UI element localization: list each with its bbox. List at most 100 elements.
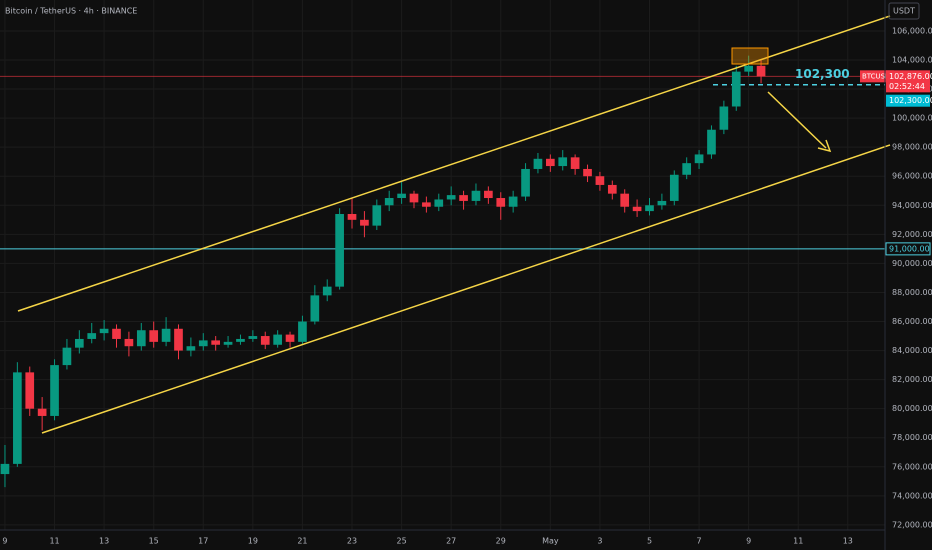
y-tick-label: 76,000.00 xyxy=(892,462,932,471)
x-tick-label: May xyxy=(542,537,559,546)
x-tick-label: 7 xyxy=(697,537,702,546)
currency: USDT xyxy=(893,7,915,16)
candle-body xyxy=(13,372,22,464)
candle-body xyxy=(570,157,580,169)
candle-body xyxy=(87,333,97,339)
arrow-head xyxy=(817,139,832,153)
target-tag xyxy=(886,94,930,107)
candle-body xyxy=(298,321,307,342)
candle-body xyxy=(360,219,369,226)
x-tick-label: 11 xyxy=(49,537,59,546)
x-tick-label: 25 xyxy=(397,537,407,546)
target-label: 102,300 xyxy=(795,67,850,81)
channel-upper xyxy=(17,15,891,312)
y-tick-label: 80,000.00 xyxy=(892,404,932,413)
candle-body xyxy=(50,365,59,416)
target-tag-label: 102,300.00 xyxy=(889,96,932,105)
y-tick-label: 92,000.00 xyxy=(892,230,932,239)
candle-body xyxy=(37,408,47,416)
candle-body xyxy=(583,168,592,177)
candle-body xyxy=(545,158,555,167)
candle-body xyxy=(322,286,332,296)
candle-body xyxy=(756,65,766,77)
y-tick-label: 98,000.00 xyxy=(892,143,932,152)
x-tick-label: 13 xyxy=(99,537,109,546)
candle-body xyxy=(409,193,419,203)
candle-body xyxy=(186,346,196,351)
resistance-box xyxy=(731,47,769,65)
candle-body xyxy=(694,154,704,164)
candle-body xyxy=(273,334,282,345)
candle-body xyxy=(607,184,617,194)
y-tick-label: 84,000.00 xyxy=(892,346,932,355)
candle-body xyxy=(645,205,654,212)
candle-body xyxy=(285,334,295,342)
candle-body xyxy=(136,330,146,347)
y-tick-label: 96,000.00 xyxy=(892,172,932,181)
candle-body xyxy=(211,340,221,345)
price-tag xyxy=(886,70,930,93)
candle-body xyxy=(719,106,729,130)
candle-body xyxy=(657,200,667,206)
x-tick-label: 29 xyxy=(496,537,506,546)
x-tick-label: 21 xyxy=(297,537,307,546)
y-tick-label: 106,000.00 xyxy=(892,26,932,35)
candle-body xyxy=(521,168,530,197)
price-tag-label: 102,876.00 xyxy=(889,72,932,81)
candle-body xyxy=(99,328,109,334)
candle-body xyxy=(446,195,456,200)
candle-body xyxy=(260,336,270,345)
candle-body xyxy=(372,205,382,226)
candle-body xyxy=(25,372,35,409)
candle-body xyxy=(707,129,716,155)
x-tick-label: 19 xyxy=(248,537,258,546)
y-tick-label: 94,000.00 xyxy=(892,201,932,210)
candle-body xyxy=(471,190,481,201)
y-tick-label: 74,000.00 xyxy=(892,491,932,500)
candle-body xyxy=(174,328,183,351)
x-tick-label: 15 xyxy=(149,537,159,546)
candle-body xyxy=(533,158,543,169)
support-tag xyxy=(885,242,931,256)
x-tick-label: 9 xyxy=(2,537,7,546)
candle-body xyxy=(74,338,84,348)
y-tick-label: 86,000.00 xyxy=(892,317,932,326)
y-tick-label: 88,000.00 xyxy=(892,288,932,297)
candle-body xyxy=(223,341,233,345)
candle-body xyxy=(682,163,692,175)
candle-body xyxy=(632,206,642,212)
x-tick-label: 9 xyxy=(746,537,751,546)
candle-body xyxy=(112,328,121,339)
y-tick-label: 104,000.00 xyxy=(892,56,932,65)
candle-body xyxy=(0,463,10,475)
support-tag-label: 91,000.00 xyxy=(889,244,930,253)
candle-body xyxy=(198,340,208,347)
candle-body xyxy=(508,196,518,207)
x-tick-label: 27 xyxy=(446,537,456,546)
countdown-label: 02:52:44 xyxy=(889,82,925,91)
channel-lower xyxy=(41,144,891,434)
currency-box xyxy=(888,2,920,20)
x-tick-label: 3 xyxy=(597,537,602,546)
y-tick-label: 78,000.00 xyxy=(892,433,932,442)
candle-body xyxy=(620,193,630,207)
candle-body xyxy=(422,202,431,207)
candles xyxy=(0,55,766,488)
x-tick-label: 5 xyxy=(647,537,652,546)
symbol-tag-label: BTCUSDT xyxy=(862,72,896,80)
candle-body xyxy=(124,338,134,347)
x-tick-label: 23 xyxy=(347,537,357,546)
candle-body xyxy=(236,338,245,342)
candle-body xyxy=(248,336,258,339)
chart-title: Bitcoin / TetherUS · 4h · BINANCE xyxy=(5,7,137,16)
candle-body xyxy=(731,71,741,107)
candle-body xyxy=(62,347,72,366)
candle-body xyxy=(558,157,568,167)
candle-body xyxy=(384,198,394,206)
candle-body xyxy=(149,330,159,342)
candle-body xyxy=(310,295,320,322)
